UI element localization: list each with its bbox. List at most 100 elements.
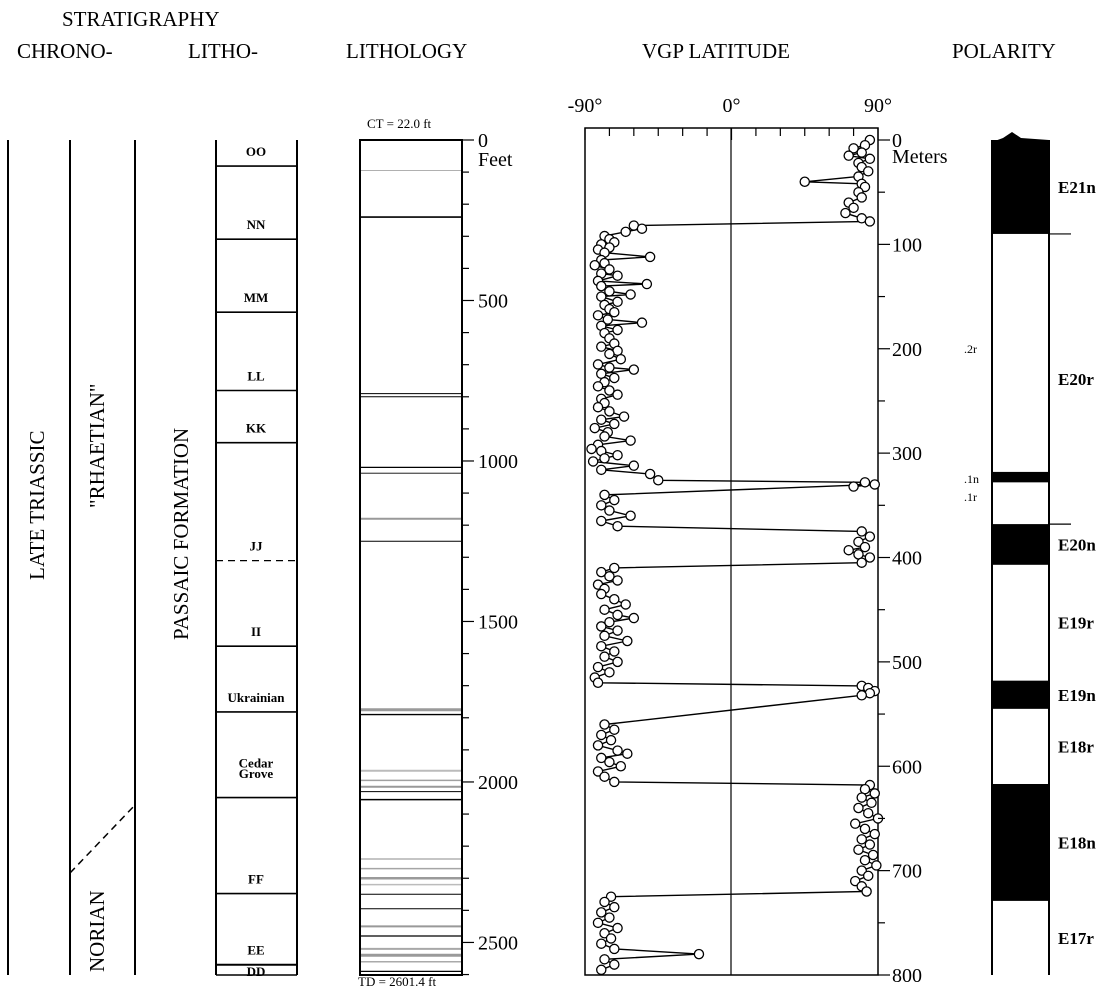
member-label-grove: Grove <box>239 766 274 781</box>
vgp-point <box>587 456 599 467</box>
meters-tick-label: 500 <box>892 652 922 674</box>
vgp-point <box>592 917 604 929</box>
polarity-zone-label: E18r <box>1058 737 1094 756</box>
polarity-zone-label: E19n <box>1058 686 1096 705</box>
vgp-point <box>596 414 607 425</box>
vgp-point <box>861 886 872 897</box>
vgp-point <box>604 406 615 417</box>
vgp-point <box>864 839 876 850</box>
header-polarity: POLARITY <box>952 39 1056 63</box>
meters-tick-label: 0 <box>892 130 902 152</box>
vgp-point <box>592 310 604 321</box>
vgp-point <box>596 907 607 918</box>
meters-tick-label: 200 <box>892 339 922 361</box>
vgp-point <box>609 594 620 605</box>
vgp-point <box>848 202 859 214</box>
vgp-point <box>609 372 620 384</box>
vgp-point <box>859 823 871 835</box>
polarity-zone-label: E20r <box>1058 370 1094 389</box>
vgp-point <box>592 359 604 370</box>
vgp-point <box>612 449 623 461</box>
feet-tick-label: 0 <box>478 130 488 152</box>
polarity-normal-zone <box>992 524 1049 565</box>
member-label-dd: DD <box>247 964 266 979</box>
vgp-point <box>609 418 620 430</box>
feet-tick-label: 2000 <box>478 772 518 794</box>
vgp-point <box>864 552 876 563</box>
vgp-point <box>599 771 610 782</box>
vgp-point <box>864 531 876 542</box>
vgp-point <box>599 651 610 662</box>
header-lithology: LITHOLOGY <box>346 39 467 63</box>
vgp-point <box>604 756 615 768</box>
vgp-point <box>693 948 705 960</box>
member-label-mm: MM <box>244 290 269 305</box>
vgp-point <box>612 575 623 586</box>
feet-tick-label: 2500 <box>478 932 518 954</box>
vgp-point <box>604 505 615 516</box>
vgp-point <box>612 922 623 934</box>
vgp-point <box>612 656 623 668</box>
vgp-point <box>849 818 861 829</box>
polarity-normal-zone <box>992 783 1049 901</box>
vgp-point <box>853 844 864 856</box>
vgp-point <box>599 604 610 615</box>
vgp-point <box>609 306 620 318</box>
polarity-zone-label: E17r <box>1058 929 1094 948</box>
meters-tick-label: 600 <box>892 756 922 778</box>
polarity-subzone-label: .1r <box>964 490 977 504</box>
vgp-point <box>871 860 882 871</box>
polarity-column: E21n E20r E20n E19r E19n E18r E18n E17r .2r .1n .1… <box>964 132 1096 975</box>
vgp-point <box>862 870 874 882</box>
vgp-point <box>596 280 607 292</box>
polarity-zone-label: E20n <box>1058 535 1096 554</box>
polarity-normal-zone <box>992 140 1049 234</box>
vgp-point <box>856 834 867 845</box>
late-triassic-label: LATE TRIASSIC <box>25 430 49 580</box>
vgp-latitude-chart: -90° 0° 90° 0 100 200 300 400 500 600 700 800 Mete… <box>568 95 948 987</box>
vgp-point <box>609 776 620 788</box>
vgp-point <box>615 761 627 772</box>
vgp-point <box>599 719 610 730</box>
vgp-point <box>869 479 880 490</box>
member-label-ll: LL <box>247 369 265 384</box>
vgp-point <box>596 515 607 527</box>
vgp-point <box>592 661 604 673</box>
vgp-point <box>604 571 615 582</box>
vgp-point <box>856 526 867 537</box>
vgp-point <box>604 348 615 360</box>
vgp-series-line <box>589 139 880 971</box>
meters-tick-label: 100 <box>892 234 922 256</box>
header-chrono: CHRONO- <box>17 39 113 63</box>
vgp-point <box>596 464 607 476</box>
vgp-xtick-label: -90° <box>568 95 603 117</box>
vgp-point <box>609 901 620 913</box>
meters-tick-label: 800 <box>892 965 922 987</box>
litho-column: PASSAIC FORMATION OO NN MM LL KK JJ II Ukrainia… <box>169 140 298 979</box>
member-label-kk: KK <box>246 421 267 436</box>
vgp-point <box>856 192 867 203</box>
vgp-point <box>859 477 871 488</box>
vgp-point <box>609 494 620 506</box>
vgp-point <box>618 411 630 422</box>
meters-tick-label: 300 <box>892 443 922 465</box>
vgp-point <box>628 612 640 624</box>
vgp-point <box>625 435 636 446</box>
vgp-point <box>862 166 874 177</box>
vgp-point <box>864 153 876 165</box>
feet-unit-label: Feet <box>478 149 513 171</box>
vgp-point <box>864 216 876 227</box>
vgp-point <box>596 341 607 352</box>
vgp-point <box>609 943 620 955</box>
vgp-point <box>596 566 607 578</box>
vgp-point <box>592 677 604 689</box>
vgp-point <box>859 541 871 553</box>
polarity-subzone-band <box>992 471 1049 483</box>
vgp-point <box>609 646 620 657</box>
vgp-point <box>599 896 610 908</box>
polarity-subzone-label: .2r <box>964 342 977 356</box>
vgp-point <box>612 270 623 281</box>
vgp-point <box>599 954 610 965</box>
vgp-point <box>641 278 653 290</box>
vgp-point <box>862 807 874 819</box>
